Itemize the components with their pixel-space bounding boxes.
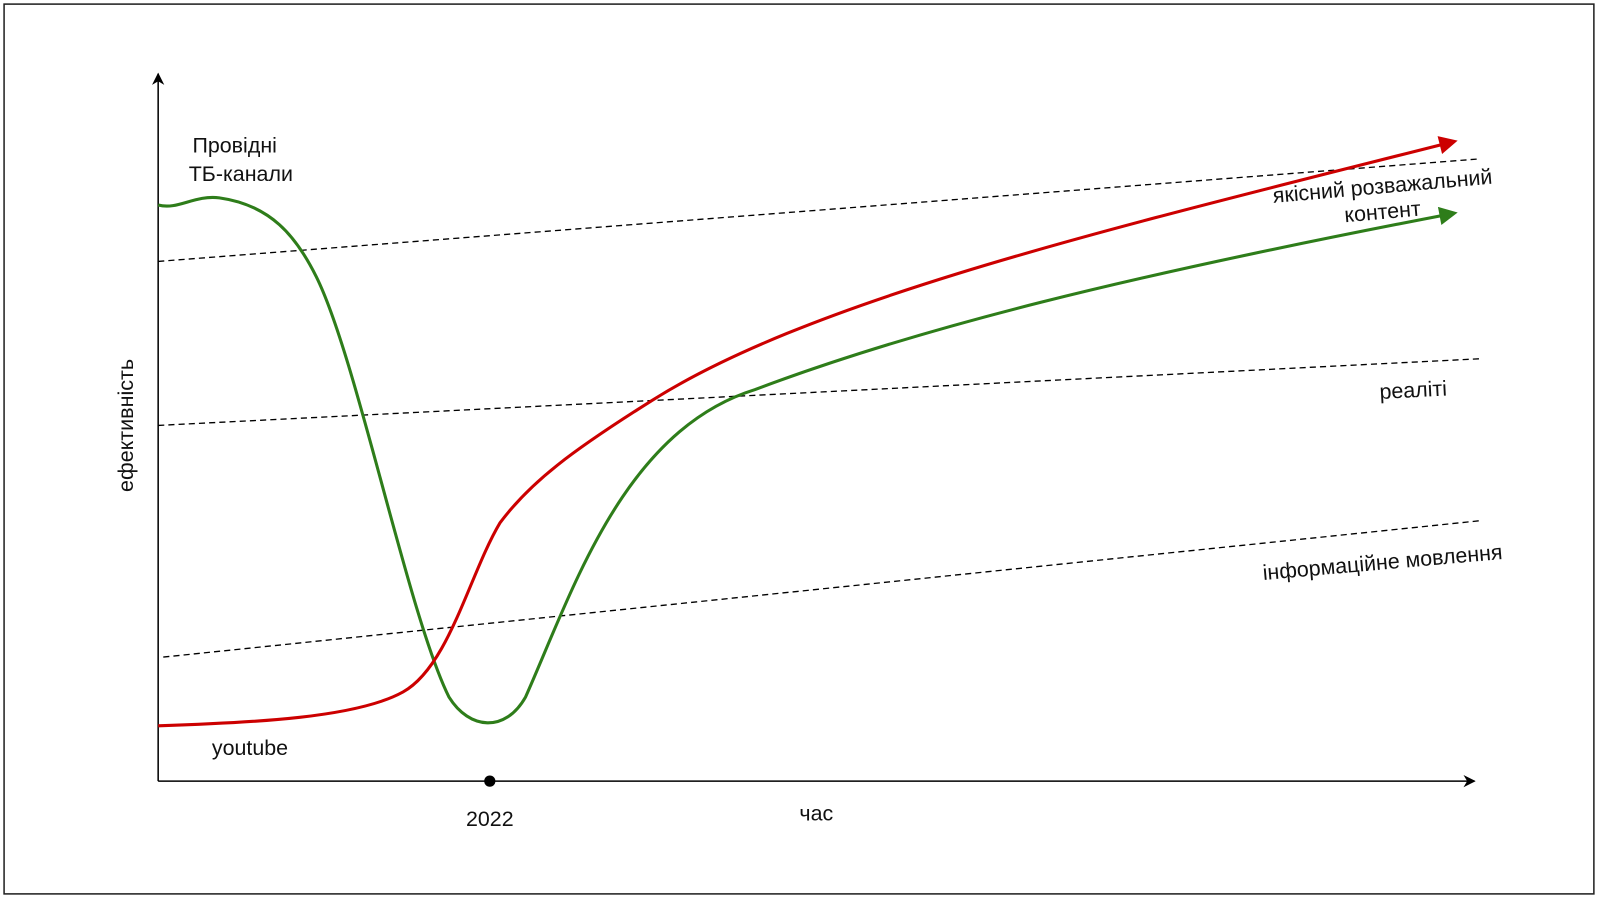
y-axis-label: ефективність [114, 359, 138, 492]
curve-label: youtube [212, 736, 288, 760]
curve-label: ТБ-канали [189, 162, 293, 186]
x-axis-label: час [799, 802, 833, 826]
curve-label: Провідні [192, 133, 276, 157]
x-marker-label: 2022 [466, 807, 514, 831]
level-line [158, 358, 1480, 427]
level-line [158, 158, 1480, 263]
youtube-curve [158, 136, 1458, 728]
x-marker-dot [484, 775, 496, 787]
tv-curve [157, 195, 1458, 725]
level-label: інформаційне мовлення [1262, 540, 1504, 585]
level-label: реаліті [1379, 376, 1448, 404]
level-line [163, 520, 1480, 658]
frame [3, 3, 1595, 895]
